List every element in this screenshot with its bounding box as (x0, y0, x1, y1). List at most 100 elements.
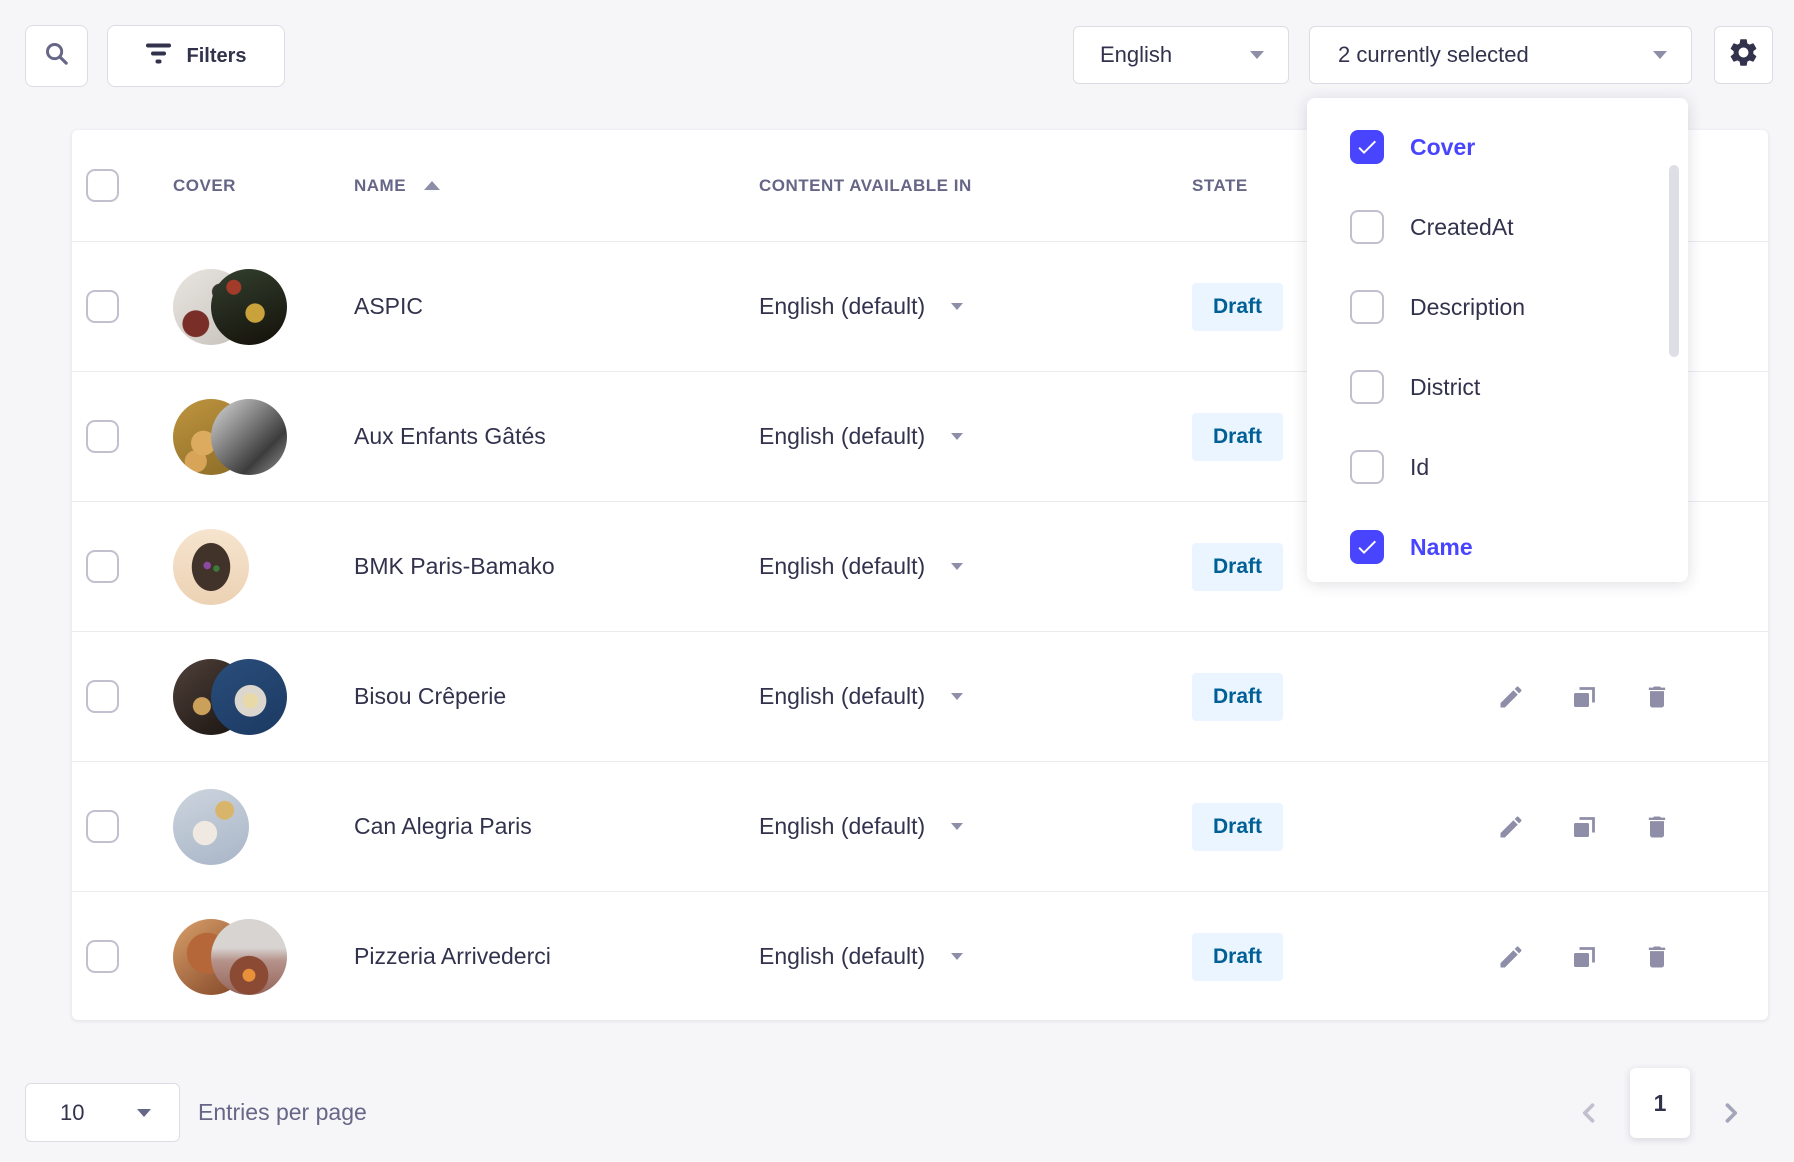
cover-avatar (173, 788, 249, 865)
caret-down-icon (951, 693, 964, 700)
delete-button[interactable] (1643, 813, 1671, 841)
next-page-button[interactable] (1714, 1096, 1748, 1130)
row-name: Aux Enfants Gâtés (354, 423, 546, 449)
table-row[interactable]: Can Alegria Paris English (default) Draf… (72, 761, 1768, 891)
status-badge: Draft (1192, 932, 1284, 981)
row-name: Can Alegria Paris (354, 813, 532, 839)
row-name: BMK Paris-Bamako (354, 553, 555, 579)
table-row[interactable]: Bisou Crêperie English (default) Draft (72, 631, 1768, 761)
column-checkbox[interactable] (1350, 450, 1384, 484)
cover-avatar (211, 268, 287, 345)
row-locale-value: English (default) (759, 683, 926, 709)
gear-icon (1727, 36, 1760, 74)
cover-avatars (173, 918, 354, 995)
row-checkbox[interactable] (86, 550, 119, 583)
row-locale-select[interactable]: English (default) (759, 813, 1192, 840)
search-icon (43, 40, 70, 72)
table-row[interactable]: BMK Paris-Bamako English (default) Draft (72, 501, 1768, 631)
cover-avatars (173, 398, 354, 475)
caret-down-icon (137, 1108, 151, 1117)
row-checkbox[interactable] (86, 420, 119, 453)
settings-button[interactable] (1714, 26, 1773, 84)
row-locale-value: English (default) (759, 813, 926, 839)
table-row[interactable]: Pizzeria Arrivederci English (default) D… (72, 891, 1768, 1020)
page-size-select[interactable]: 10 (25, 1083, 180, 1142)
status-badge: Draft (1192, 802, 1284, 851)
delete-button[interactable] (1643, 683, 1671, 711)
column-checkbox[interactable] (1350, 370, 1384, 404)
duplicate-button[interactable] (1570, 943, 1598, 971)
edit-button[interactable] (1497, 683, 1525, 711)
sort-ascending-icon (424, 181, 441, 190)
caret-down-icon (951, 953, 964, 960)
row-name: ASPIC (354, 293, 424, 319)
column-toggle-item[interactable]: Description (1307, 267, 1688, 347)
dropdown-scrollbar[interactable] (1669, 165, 1679, 357)
locale-select[interactable]: English (1073, 26, 1289, 84)
edit-button[interactable] (1497, 943, 1525, 971)
column-toggle-item[interactable]: Name (1307, 507, 1688, 582)
page-1-button[interactable]: 1 (1630, 1068, 1690, 1138)
caret-down-icon (951, 563, 964, 570)
row-checkbox[interactable] (86, 680, 119, 713)
cover-avatar (211, 398, 287, 475)
columns-select-value: 2 currently selected (1338, 42, 1529, 67)
select-all-checkbox[interactable] (86, 169, 119, 202)
cover-avatar (211, 918, 287, 995)
row-locale-select[interactable]: English (default) (759, 683, 1192, 710)
column-toggle-label: Name (1410, 533, 1473, 560)
row-checkbox[interactable] (86, 810, 119, 843)
row-checkbox[interactable] (86, 940, 119, 973)
checkmark-icon (1358, 140, 1376, 154)
column-toggle-item[interactable]: District (1307, 347, 1688, 427)
trash-icon (1648, 686, 1666, 707)
caret-down-icon (951, 433, 964, 440)
row-actions (1497, 683, 1768, 711)
row-locale-select[interactable]: English (default) (759, 293, 1192, 320)
column-toggle-item[interactable]: Id (1307, 427, 1688, 507)
previous-page-button[interactable] (1572, 1096, 1606, 1130)
column-checkbox[interactable] (1350, 130, 1384, 164)
checkmark-icon (1358, 540, 1376, 554)
row-name: Bisou Crêperie (354, 683, 507, 709)
table-row[interactable]: Aux Enfants Gâtés English (default) Draf… (72, 371, 1768, 501)
trash-icon (1648, 946, 1666, 967)
caret-down-icon (951, 823, 964, 830)
column-toggle-item[interactable]: Cover (1307, 107, 1688, 187)
duplicate-icon (1574, 816, 1595, 837)
column-toggle-label: Id (1410, 453, 1430, 480)
columns-select[interactable]: 2 currently selected (1309, 26, 1692, 84)
row-locale-select[interactable]: English (default) (759, 943, 1192, 970)
delete-button[interactable] (1643, 943, 1671, 971)
edit-button[interactable] (1497, 813, 1525, 841)
column-checkbox[interactable] (1350, 530, 1384, 564)
duplicate-icon (1574, 686, 1595, 707)
chevron-left-icon (1582, 1103, 1595, 1123)
duplicate-icon (1574, 946, 1595, 967)
search-button[interactable] (25, 25, 88, 87)
status-badge: Draft (1192, 412, 1284, 461)
column-toggle-item[interactable]: CreatedAt (1307, 187, 1688, 267)
column-header-cover: COVER (173, 175, 236, 195)
duplicate-button[interactable] (1570, 813, 1598, 841)
table-header-row: COVER NAME CONTENT AVAILABLE IN STATE (72, 130, 1768, 241)
row-locale-select[interactable]: English (default) (759, 553, 1192, 580)
cover-avatars (173, 268, 354, 345)
column-header-name[interactable]: NAME (354, 176, 759, 196)
duplicate-button[interactable] (1570, 683, 1598, 711)
filters-button-label: Filters (186, 44, 247, 67)
cover-avatars (173, 528, 354, 605)
filters-button[interactable]: Filters (107, 25, 285, 87)
page-size-value: 10 (60, 1099, 85, 1125)
cover-avatar (211, 658, 287, 735)
cover-avatar (173, 528, 249, 605)
column-checkbox[interactable] (1350, 290, 1384, 324)
cover-avatars (173, 658, 354, 735)
cover-avatars (173, 788, 354, 865)
edit-pencil-icon (1500, 815, 1522, 837)
entries-per-page-label: Entries per page (198, 1099, 367, 1125)
row-locale-select[interactable]: English (default) (759, 423, 1192, 450)
column-checkbox[interactable] (1350, 210, 1384, 244)
column-header-state: STATE (1192, 175, 1248, 195)
row-checkbox[interactable] (86, 290, 119, 323)
